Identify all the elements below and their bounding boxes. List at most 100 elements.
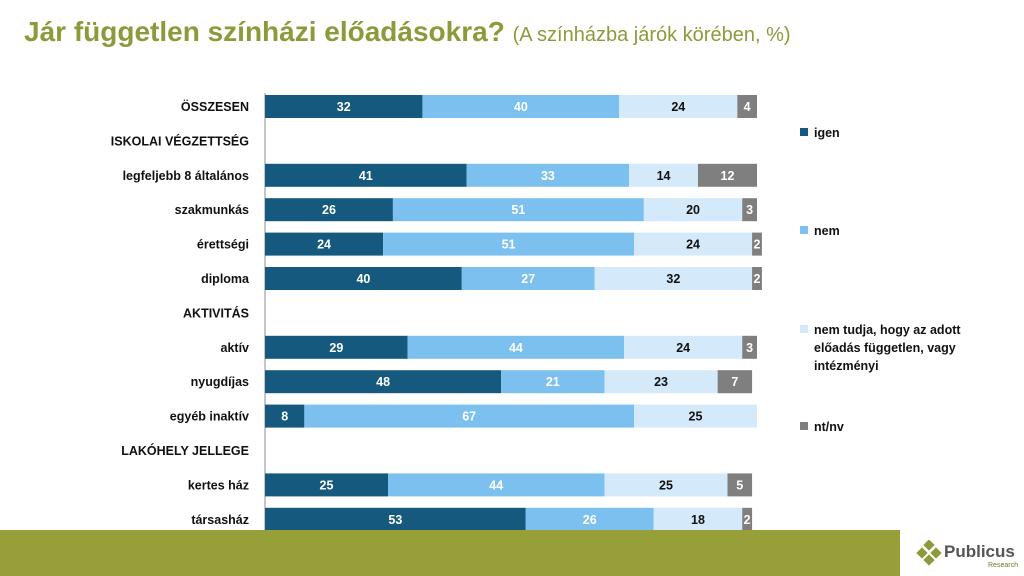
category-label-egyeb-inaktiv: egyéb inaktív xyxy=(170,410,249,424)
bar-igen-legfeljebb-8-altalanos xyxy=(265,163,467,187)
brand-tagline: Research xyxy=(988,562,1018,569)
bar-nem-tudja-ho-kertes-haz xyxy=(604,473,728,497)
bar-nem-kertes-haz xyxy=(388,473,605,497)
data-label: 27 xyxy=(521,272,535,286)
legend-label-line: előadás független, vagy xyxy=(814,341,956,355)
data-label: 32 xyxy=(666,272,680,286)
category-label-aktivitas: AKTIVITÁS xyxy=(183,305,249,320)
bar-nem-diploma xyxy=(461,267,595,290)
bar-nem-tudja-ho-legfeljebb-8-altalanos xyxy=(629,163,698,187)
bar-igen-szakmunkas xyxy=(265,198,393,222)
bar-nt-nv-tarsashaz xyxy=(742,507,753,530)
data-label: 48 xyxy=(376,375,390,389)
data-label: 8 xyxy=(281,410,288,424)
data-label: 32 xyxy=(337,100,351,114)
data-label: 2 xyxy=(754,238,761,252)
data-label: 21 xyxy=(546,375,560,389)
title-subtitle: (A színházba járók körében, %) xyxy=(512,24,791,46)
legend-swatch-3 xyxy=(800,325,808,333)
category-label-aktiv: aktív xyxy=(221,341,250,355)
legend-swatch-4 xyxy=(800,422,808,430)
data-label: 25 xyxy=(689,410,703,424)
legend-label-line: nem tudja, hogy az adott xyxy=(814,323,961,337)
data-label: 5 xyxy=(736,478,743,492)
category-label-szakmunkas: szakmunkás xyxy=(175,203,249,217)
category-label-diploma: diploma xyxy=(201,272,250,286)
category-label-legfeljebb-8-altalanos: legfeljebb 8 általános xyxy=(123,169,249,183)
data-label: 14 xyxy=(657,169,671,183)
data-label: 12 xyxy=(721,169,735,183)
bar-igen-egyeb-inaktiv xyxy=(265,404,305,428)
bar-nt-nv-kertes-haz xyxy=(727,473,753,497)
legend-label-nem: nem xyxy=(814,224,840,238)
data-label: 29 xyxy=(329,341,343,355)
data-label: 7 xyxy=(731,375,738,389)
legend-label-nt-nv: nt/nv xyxy=(814,420,844,434)
data-label: 23 xyxy=(654,375,668,389)
data-label: 25 xyxy=(659,478,673,492)
data-label: 44 xyxy=(509,341,523,355)
bar-nt-nv-erettsegi xyxy=(752,232,762,256)
legend-swatch-2 xyxy=(800,226,808,234)
bar-igen-aktiv xyxy=(265,335,408,359)
bar-nem-szakmunkas xyxy=(392,198,644,222)
bar-nt-nv-legfeljebb-8-altalanos xyxy=(697,163,757,187)
bar-nt-nv-osszesen xyxy=(737,95,757,118)
bar-nem-tarsashaz xyxy=(525,507,654,530)
category-label-erettsegi: érettségi xyxy=(197,238,249,252)
data-label: 41 xyxy=(359,169,373,183)
bar-nem-tudja-ho-aktiv xyxy=(624,335,743,359)
bar-igen-kertes-haz xyxy=(265,473,388,497)
data-label: 18 xyxy=(691,513,705,527)
bar-nt-nv-aktiv xyxy=(742,335,757,359)
bar-nem-osszesen xyxy=(422,95,620,118)
data-label: 20 xyxy=(686,203,700,217)
bar-nem-tudja-ho-egyeb-inaktiv xyxy=(634,404,757,428)
bar-nem-tudja-ho-nyugdijas xyxy=(604,370,718,394)
title-main: Jár független színházi előadásokra? xyxy=(24,16,505,47)
bar-nt-nv-diploma xyxy=(752,267,762,290)
page-title: Jár független színházi előadásokra? (A s… xyxy=(24,16,791,48)
publicus-logo: Publicus Research xyxy=(916,538,1020,572)
category-label-osszesen: ÖSSZESEN xyxy=(181,99,249,114)
data-label: 3 xyxy=(746,203,753,217)
bar-nem-nyugdijas xyxy=(501,370,605,394)
legend-label-line: intézményi xyxy=(814,359,879,373)
data-label: 25 xyxy=(320,478,334,492)
data-label: 51 xyxy=(511,203,525,217)
data-label: 24 xyxy=(317,238,331,252)
bar-igen-erettsegi xyxy=(265,232,384,256)
data-label: 40 xyxy=(514,100,528,114)
data-label: 4 xyxy=(744,100,751,114)
data-label: 26 xyxy=(322,203,336,217)
data-label: 24 xyxy=(686,238,700,252)
bar-igen-diploma xyxy=(265,267,462,290)
data-label: 44 xyxy=(489,478,503,492)
bar-igen-nyugdijas xyxy=(265,370,502,394)
category-label-tarsashaz: társasház xyxy=(191,513,249,527)
stacked-bar-chart: 0%20%40%60%80%100%ÖSSZESEN3240244ISKOLAI… xyxy=(111,93,961,530)
legend-swatch-1 xyxy=(800,128,808,136)
bar-nem-tudja-ho-diploma xyxy=(594,267,753,290)
data-label: 2 xyxy=(744,513,751,527)
bar-nem-tudja-ho-szakmunkas xyxy=(643,198,743,222)
data-label: 53 xyxy=(388,513,402,527)
data-label: 67 xyxy=(462,410,476,424)
data-label: 51 xyxy=(502,238,516,252)
data-label: 40 xyxy=(356,272,370,286)
category-label-kertes-haz: kertes ház xyxy=(188,478,249,492)
bar-nem-tudja-ho-osszesen xyxy=(619,95,738,118)
bar-nem-erettsegi xyxy=(383,232,634,256)
data-label: 33 xyxy=(541,169,555,183)
category-label-lakohely-jellege: LAKÓHELY JELLEGE xyxy=(121,443,249,458)
bar-nt-nv-nyugdijas xyxy=(717,370,753,394)
bar-nem-legfeljebb-8-altalanos xyxy=(466,163,630,187)
legend-label-igen: igen xyxy=(814,126,840,140)
bar-igen-tarsashaz xyxy=(265,507,526,530)
bar-nem-tudja-ho-tarsashaz xyxy=(653,507,743,530)
bar-nem-tudja-ho-erettsegi xyxy=(634,232,753,256)
data-label: 24 xyxy=(676,341,690,355)
data-label: 26 xyxy=(583,513,597,527)
bar-nt-nv-szakmunkas xyxy=(742,198,757,222)
category-label-iskolai-vegzettseg: ISKOLAI VÉGZETTSÉG xyxy=(111,133,249,148)
